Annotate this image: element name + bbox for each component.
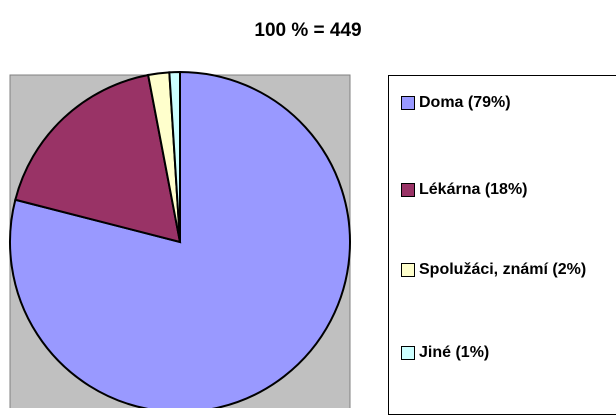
legend: Doma (79%) Lékárna (18%) Spolužáci, známí … bbox=[388, 75, 616, 415]
legend-item: Spolužáci, známí (2%) bbox=[401, 257, 589, 283]
legend-label: Spolužáci, známí (2%) bbox=[419, 261, 587, 278]
legend-swatch bbox=[401, 96, 415, 110]
legend-label: Lékárna (18%) bbox=[419, 181, 528, 198]
pie-slice bbox=[168, 70, 181, 243]
chart-title: 100 % = 449 bbox=[254, 20, 362, 41]
legend-item: Lékárna (18%) bbox=[401, 177, 589, 203]
legend-label: Doma (79%) bbox=[419, 94, 511, 111]
legend-item: Jiné (1%) bbox=[401, 340, 589, 366]
legend-swatch bbox=[401, 346, 415, 360]
legend-swatch bbox=[401, 183, 415, 197]
legend-label: Jiné (1%) bbox=[419, 344, 490, 361]
pie-slice bbox=[14, 73, 182, 244]
legend-item: Doma (79%) bbox=[401, 90, 589, 116]
pie-slice bbox=[9, 70, 351, 408]
legend-swatch bbox=[401, 263, 415, 277]
chart bbox=[9, 70, 351, 408]
